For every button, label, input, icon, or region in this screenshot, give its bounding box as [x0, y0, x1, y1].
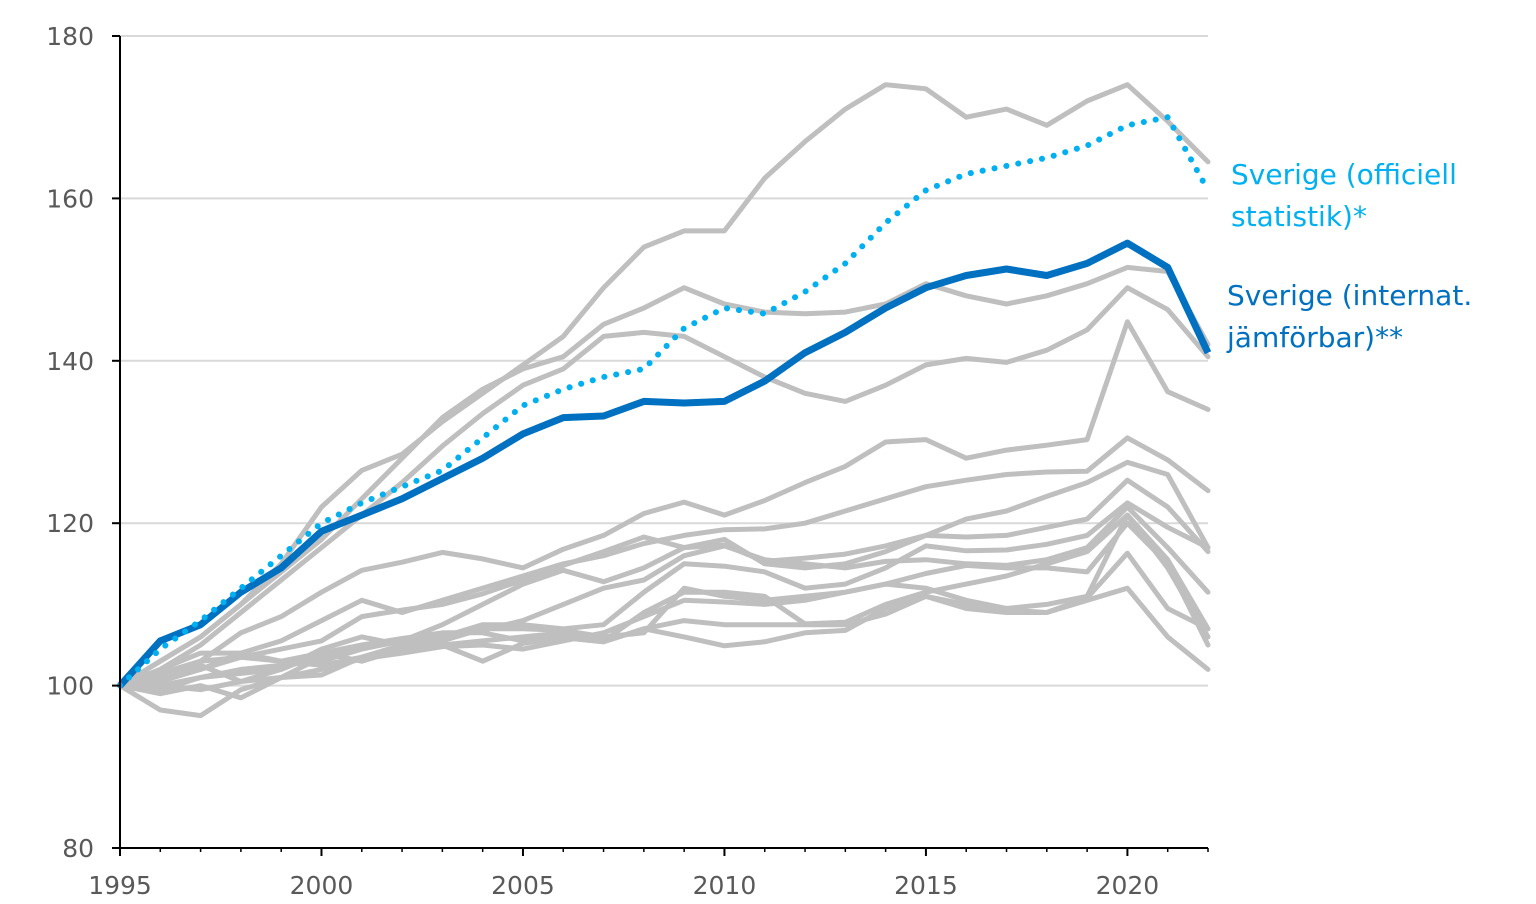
y-tick-label: 160	[46, 184, 94, 213]
background-series-line-12	[117, 520, 1211, 701]
y-tick-label: 100	[46, 672, 94, 701]
x-tick-label: 2000	[290, 871, 354, 900]
background-series-line-8	[117, 500, 1211, 689]
series-line-sverige-internat	[117, 239, 1212, 688]
label-internat-line2: jämförbar)**	[1226, 321, 1403, 354]
x-tick-label: 2015	[894, 871, 958, 900]
x-tick-label: 2010	[693, 871, 757, 900]
x-tick-label: 1995	[88, 871, 152, 900]
label-official-line2: statistik)*	[1231, 200, 1367, 233]
x-axis-tick-labels: 1995 2000 2005 2010 2015 2020	[88, 871, 1159, 900]
gridlines	[120, 35, 1208, 687]
background-series-group	[117, 82, 1211, 719]
x-tick-label: 2005	[491, 871, 555, 900]
y-tick-label: 180	[46, 22, 94, 51]
y-tick-label: 140	[46, 347, 94, 376]
background-series-line-5	[117, 435, 1211, 689]
label-official-line1: Sverige (officiell	[1231, 158, 1457, 191]
y-axis-tick-labels: 80 100 120 140 160 180	[46, 22, 94, 863]
background-series-line-1	[117, 82, 1211, 689]
background-series-line-3	[117, 285, 1211, 689]
background-series-line-4	[117, 319, 1211, 689]
y-tick-label: 80	[62, 834, 94, 863]
background-series-line-14	[117, 585, 1211, 719]
y-tick-label: 120	[46, 509, 94, 538]
background-series-line-7	[117, 477, 1211, 689]
axes	[112, 35, 1209, 856]
background-series-line-6	[117, 459, 1211, 689]
label-internat-line1: Sverige (internat.	[1227, 279, 1472, 312]
background-series-line-2	[117, 264, 1211, 689]
highlight-series-group	[117, 114, 1212, 689]
x-tick-label: 2020	[1096, 871, 1160, 900]
